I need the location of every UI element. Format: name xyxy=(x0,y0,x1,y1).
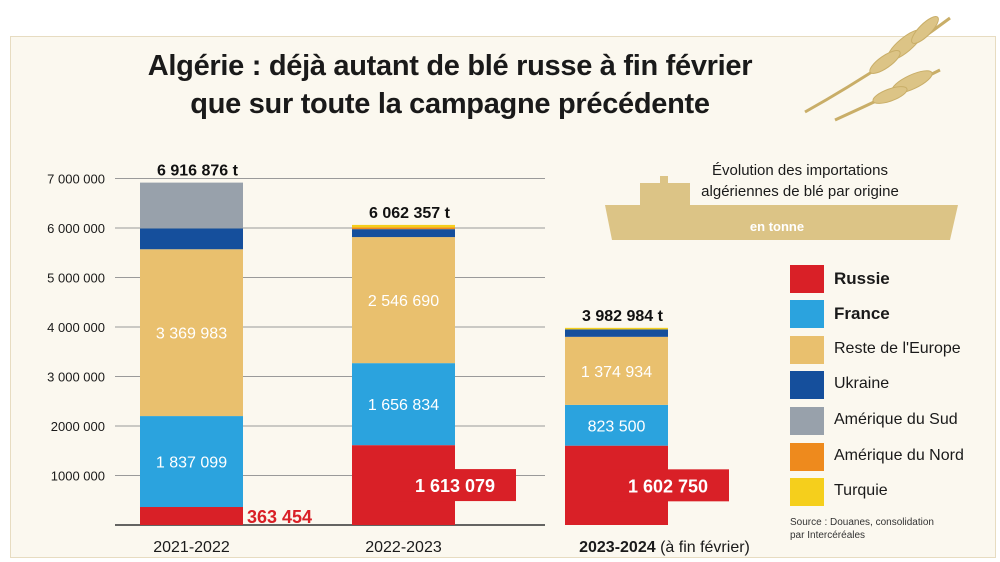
data-label-france: 823 500 xyxy=(588,418,646,435)
data-label-france: 1 837 099 xyxy=(156,455,227,472)
legend-swatch xyxy=(790,336,824,364)
data-label-france: 1 656 834 xyxy=(368,397,439,414)
legend-label: Reste de l'Europe xyxy=(834,340,961,357)
total-label: 3 982 984 t xyxy=(582,308,664,325)
legend-swatch xyxy=(790,443,824,471)
legend-label: Amérique du Nord xyxy=(834,447,964,464)
unit-label: en tonne xyxy=(749,219,805,234)
y-tick-label: 2000 000 xyxy=(51,419,105,434)
legend-swatch xyxy=(790,371,824,399)
data-label-reste-de-l-europe: 2 546 690 xyxy=(368,293,439,310)
source-note: Source : Douanes, consolidation par Inte… xyxy=(790,516,980,542)
y-tick-label: 6 000 000 xyxy=(47,221,105,236)
x-tick-label: 2021-2022 xyxy=(153,539,230,556)
chart-title-line-1: Algérie : déjà autant de blé russe à fin… xyxy=(147,50,753,82)
wheat-icon xyxy=(804,16,951,122)
data-label-russie: 1 613 079 xyxy=(415,476,495,496)
legend-label: Russie xyxy=(834,269,890,288)
data-label-reste-de-l-europe: 3 369 983 xyxy=(156,326,227,343)
legend-swatch xyxy=(790,478,824,506)
bar-segment-amerique-du-sud xyxy=(140,182,243,229)
y-tick-label: 1000 000 xyxy=(51,469,105,484)
legend-swatch xyxy=(790,300,824,328)
y-tick-label: 5 000 000 xyxy=(47,271,105,286)
x-tick-label: 2022-2023 xyxy=(365,539,442,556)
total-label: 6 062 357 t xyxy=(369,205,451,222)
bar-segment-russie xyxy=(140,507,243,525)
bar-segment-france xyxy=(352,363,455,446)
x-tick-label: 2023-2024 (à fin février) xyxy=(579,539,750,556)
source-line-1: Source : Douanes, consolidation xyxy=(790,517,934,528)
data-label-box xyxy=(607,469,729,502)
bar-segment-reste-de-l-europe xyxy=(565,336,668,405)
y-tick-label: 7 000 000 xyxy=(47,172,105,187)
bar-segment-reste-de-l-europe xyxy=(352,237,455,364)
y-tick-label: 4 000 000 xyxy=(47,320,105,335)
data-label-russie: 363 454 xyxy=(247,507,312,527)
bar-segment-reste-de-l-europe xyxy=(140,249,243,417)
bar-segment-ukraine xyxy=(565,329,668,337)
plot-area: 1000 000 2000 000 3 000 000 4 000 000 5 000 … xyxy=(47,163,750,556)
bar-segment-ukraine xyxy=(352,229,455,238)
data-label-box xyxy=(394,469,516,502)
subtitle-line-2: algériennes de blé par origine xyxy=(701,183,899,200)
bar-segment-turquie xyxy=(352,224,455,228)
legend-label: Turquie xyxy=(834,482,888,499)
chart-title-line-2: que sur toute la campagne précédente xyxy=(190,88,710,120)
bar-segment-france xyxy=(565,404,668,446)
bar-segment-ukraine xyxy=(140,228,243,250)
bar-segment-amerique-du-nord xyxy=(352,227,455,230)
legend-swatch xyxy=(790,407,824,435)
bar-segment-turquie xyxy=(565,327,668,330)
total-label: 6 916 876 t xyxy=(157,163,239,180)
data-label-reste-de-l-europe: 1 374 934 xyxy=(581,364,652,381)
source-line-2: par Intercéréales xyxy=(790,530,866,541)
legend-swatch xyxy=(790,265,824,293)
ship-icon xyxy=(605,176,958,240)
legend-label: Ukraine xyxy=(834,375,890,392)
y-tick-label: 3 000 000 xyxy=(47,370,105,385)
legend-label: Amérique du Sud xyxy=(834,411,958,428)
subtitle-line-1: Évolution des importations xyxy=(712,162,888,179)
data-label-russie: 1 602 750 xyxy=(628,476,708,496)
bar-segment-france xyxy=(140,416,243,508)
legend-label: France xyxy=(834,304,890,323)
chart-subtitle: Évolution des importations algériennes d… xyxy=(630,160,970,202)
